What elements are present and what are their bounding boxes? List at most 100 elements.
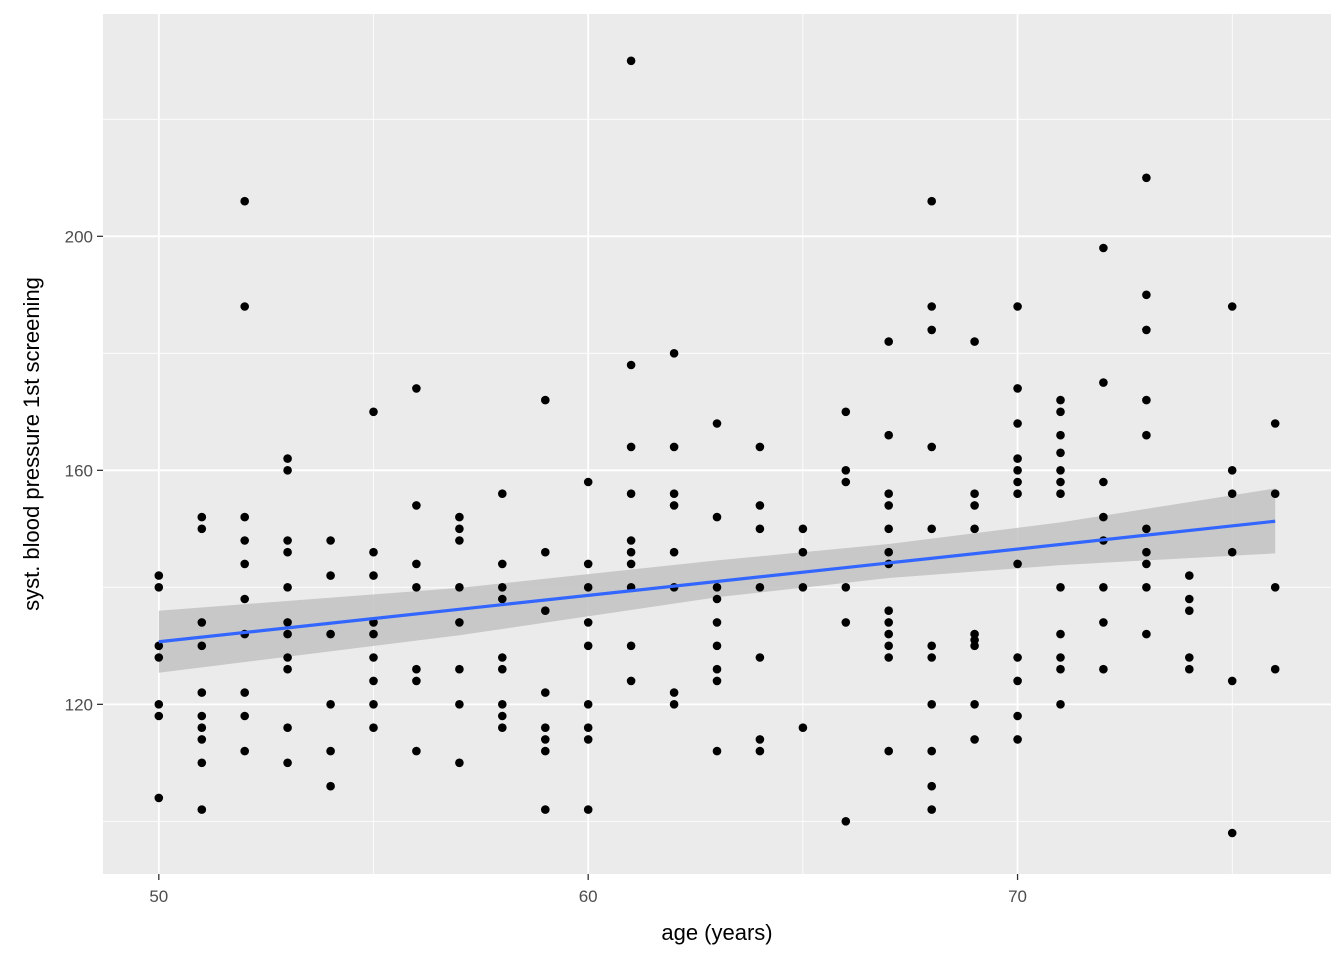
data-point <box>240 746 249 756</box>
data-point <box>283 653 292 662</box>
data-point <box>154 700 164 709</box>
data-point <box>583 641 593 651</box>
data-point <box>626 56 636 66</box>
data-point <box>583 559 593 569</box>
data-point <box>1142 325 1151 335</box>
data-point <box>412 384 421 393</box>
data-point <box>1013 711 1022 721</box>
data-point <box>1227 302 1237 311</box>
data-point <box>283 536 292 545</box>
data-point <box>1185 653 1194 662</box>
data-point <box>326 746 335 756</box>
data-point <box>1056 395 1065 405</box>
data-point <box>626 559 636 569</box>
data-point <box>369 629 378 639</box>
data-point <box>1013 466 1022 475</box>
data-point <box>755 583 765 592</box>
x-axis-ticks: 50 60 70 <box>149 874 1027 906</box>
data-point <box>283 583 292 592</box>
data-point <box>240 512 249 522</box>
data-point <box>1185 664 1194 674</box>
data-point <box>1013 419 1022 428</box>
data-point <box>884 524 893 534</box>
data-point <box>154 653 164 662</box>
data-point <box>1185 606 1194 615</box>
data-point <box>1013 559 1022 569</box>
data-point <box>798 723 808 732</box>
data-point <box>498 664 507 674</box>
data-point <box>541 723 550 732</box>
data-point <box>884 746 893 756</box>
data-point <box>154 583 164 592</box>
data-point <box>841 618 851 627</box>
data-point <box>970 629 979 639</box>
data-point <box>669 442 679 452</box>
x-axis-title: age (years) <box>661 920 772 945</box>
data-point <box>1185 571 1194 580</box>
data-point <box>369 653 378 662</box>
data-point <box>1013 477 1022 487</box>
data-point <box>1270 419 1280 428</box>
data-point <box>197 805 207 814</box>
x-tick-label: 70 <box>1008 887 1027 906</box>
data-point <box>970 641 979 651</box>
data-point <box>583 477 593 487</box>
data-point <box>884 430 893 440</box>
data-point <box>1013 676 1022 686</box>
data-point <box>755 746 765 756</box>
data-point <box>970 735 979 744</box>
data-point <box>1013 454 1022 463</box>
data-point <box>884 501 893 510</box>
data-point <box>583 805 593 814</box>
data-point <box>197 758 207 768</box>
data-point <box>197 641 207 651</box>
data-point <box>498 653 507 662</box>
data-point <box>1056 466 1065 475</box>
data-point <box>498 583 507 592</box>
data-point <box>927 653 936 662</box>
data-point <box>669 489 679 499</box>
data-point <box>1056 653 1065 662</box>
data-point <box>841 583 851 592</box>
data-point <box>1013 653 1022 662</box>
data-point <box>326 781 335 791</box>
data-point <box>755 735 765 744</box>
data-point <box>154 571 164 580</box>
data-point <box>1056 700 1065 709</box>
data-point <box>669 547 679 557</box>
data-point <box>626 536 636 545</box>
data-point <box>1013 302 1022 311</box>
y-tick-label: 200 <box>65 227 93 246</box>
data-point <box>1099 618 1108 627</box>
data-point <box>1099 664 1108 674</box>
data-point <box>283 547 292 557</box>
data-point <box>1227 828 1237 838</box>
data-point <box>583 735 593 744</box>
data-point <box>1142 583 1151 592</box>
data-point <box>283 466 292 475</box>
data-point <box>1227 547 1237 557</box>
data-point <box>755 524 765 534</box>
y-tick-label: 120 <box>65 695 93 714</box>
data-point <box>326 571 335 580</box>
data-point <box>197 723 207 732</box>
x-tick-label: 60 <box>579 887 598 906</box>
data-point <box>369 723 378 732</box>
y-axis-title: syst. blood pressure 1st screening <box>19 277 44 611</box>
data-point <box>283 629 292 639</box>
data-point <box>197 512 207 522</box>
data-point <box>626 489 636 499</box>
data-point <box>326 536 335 545</box>
data-point <box>197 735 207 744</box>
data-point <box>1185 594 1194 604</box>
data-point <box>1227 466 1237 475</box>
data-point <box>240 196 249 206</box>
data-point <box>884 489 893 499</box>
data-point <box>583 723 593 732</box>
data-point <box>626 676 636 686</box>
data-point <box>583 618 593 627</box>
data-point <box>455 664 464 674</box>
data-point <box>283 723 292 732</box>
data-point <box>884 653 893 662</box>
data-point <box>970 524 979 534</box>
